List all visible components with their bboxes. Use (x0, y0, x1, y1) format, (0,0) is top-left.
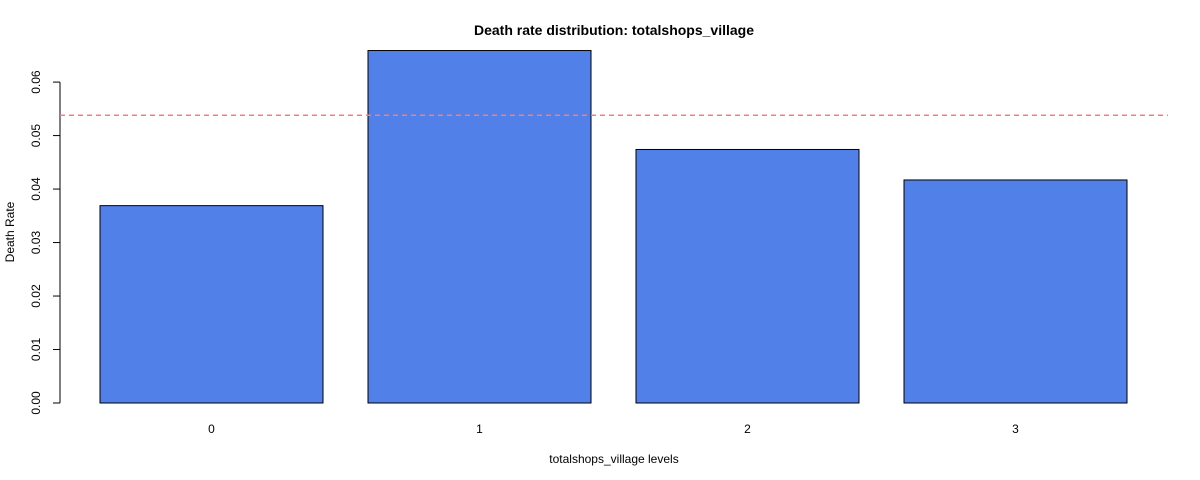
y-axis: 0.00 0.01 0.02 0.03 0.04 0.05 0.06 (29, 70, 61, 415)
y-tick-label: 0.06 (29, 70, 43, 94)
bar-1 (367, 50, 592, 404)
y-tick-label: 0.04 (29, 177, 43, 201)
bar-0 (99, 205, 324, 404)
y-tick-label: 0.05 (29, 124, 43, 148)
bar-2 (635, 148, 860, 404)
y-tick-label: 0.01 (29, 338, 43, 362)
x-axis-label: totalshops_village levels (549, 452, 678, 466)
x-tick-labels: 0 1 2 3 (208, 422, 1019, 436)
x-tick-label: 1 (476, 422, 483, 436)
y-axis-label: Death Rate (3, 201, 17, 262)
chart-title: Death rate distribution: totalshops_vill… (474, 22, 754, 38)
bar-3 (903, 179, 1128, 404)
x-tick-label: 2 (744, 422, 751, 436)
x-tick-label: 3 (1012, 422, 1019, 436)
y-tick-label: 0.00 (29, 391, 43, 415)
x-tick-label: 0 (208, 422, 215, 436)
bars (99, 50, 1128, 404)
y-tick-label: 0.02 (29, 284, 43, 308)
y-tick-label: 0.03 (29, 231, 43, 255)
